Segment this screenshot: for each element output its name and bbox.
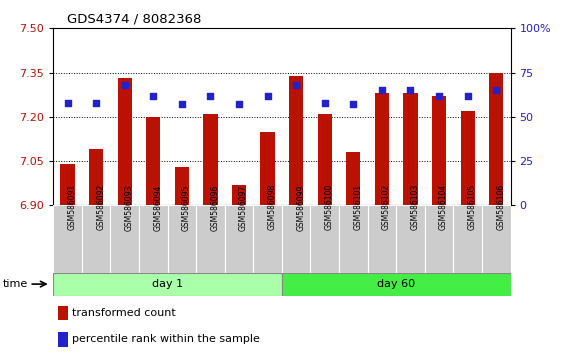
Bar (425, 205, 453, 273)
Text: day 60: day 60 (377, 279, 415, 289)
Bar (282, 273, 511, 296)
Text: GSM586102: GSM586102 (382, 184, 391, 230)
Text: GSM586104: GSM586104 (439, 184, 448, 230)
Point (63, 100, 72, 105)
Bar (367, 205, 396, 273)
Point (463, 93, 472, 98)
Point (234, 102, 243, 107)
Bar (403, 93, 417, 205)
Bar (254, 205, 282, 273)
Bar (346, 152, 361, 205)
Bar (432, 96, 446, 205)
Point (263, 93, 272, 98)
Bar (58, 332, 68, 347)
Text: GSM586098: GSM586098 (268, 184, 277, 230)
Bar (282, 205, 310, 273)
Text: transformed count: transformed count (72, 308, 176, 318)
Bar (232, 185, 246, 205)
Text: GSM586105: GSM586105 (468, 184, 477, 230)
Bar (489, 73, 503, 205)
Point (206, 93, 215, 98)
Point (378, 87, 387, 93)
Bar (225, 205, 254, 273)
Text: GSM586101: GSM586101 (353, 184, 362, 230)
Text: GSM586100: GSM586100 (325, 184, 334, 230)
Bar (310, 205, 339, 273)
Point (120, 82, 129, 88)
Bar (203, 114, 218, 205)
Bar (139, 205, 168, 273)
Bar (146, 117, 160, 205)
Point (406, 87, 415, 93)
Text: GSM586097: GSM586097 (239, 184, 248, 230)
Text: GSM586096: GSM586096 (210, 184, 219, 230)
Text: GSM586103: GSM586103 (411, 184, 420, 230)
Bar (61, 164, 75, 205)
Bar (89, 149, 103, 205)
Bar (461, 111, 475, 205)
Bar (260, 132, 275, 205)
Text: time: time (3, 279, 28, 289)
Bar (453, 205, 482, 273)
Text: GSM586091: GSM586091 (67, 184, 77, 230)
Text: GSM586094: GSM586094 (153, 184, 162, 230)
Point (292, 82, 301, 88)
Text: GSM586092: GSM586092 (96, 184, 105, 230)
Bar (111, 205, 139, 273)
Bar (289, 75, 304, 205)
Bar (53, 273, 282, 296)
Bar (482, 205, 511, 273)
Text: GSM586093: GSM586093 (125, 184, 134, 230)
Point (320, 100, 329, 105)
Text: GDS4374 / 8082368: GDS4374 / 8082368 (67, 12, 202, 25)
Point (177, 102, 186, 107)
Bar (375, 93, 389, 205)
Bar (53, 205, 82, 273)
Bar (168, 205, 196, 273)
Text: GSM586106: GSM586106 (496, 184, 505, 230)
Point (91, 100, 100, 105)
Bar (58, 306, 68, 320)
Bar (82, 205, 111, 273)
Bar (339, 205, 367, 273)
Point (149, 93, 158, 98)
Text: GSM586095: GSM586095 (182, 184, 191, 230)
Text: day 1: day 1 (152, 279, 183, 289)
Point (349, 102, 358, 107)
Bar (174, 167, 189, 205)
Bar (396, 205, 425, 273)
Point (492, 87, 501, 93)
Text: GSM586099: GSM586099 (296, 184, 305, 230)
Bar (118, 79, 132, 205)
Bar (196, 205, 225, 273)
Bar (318, 114, 332, 205)
Text: percentile rank within the sample: percentile rank within the sample (72, 335, 260, 344)
Point (435, 93, 444, 98)
